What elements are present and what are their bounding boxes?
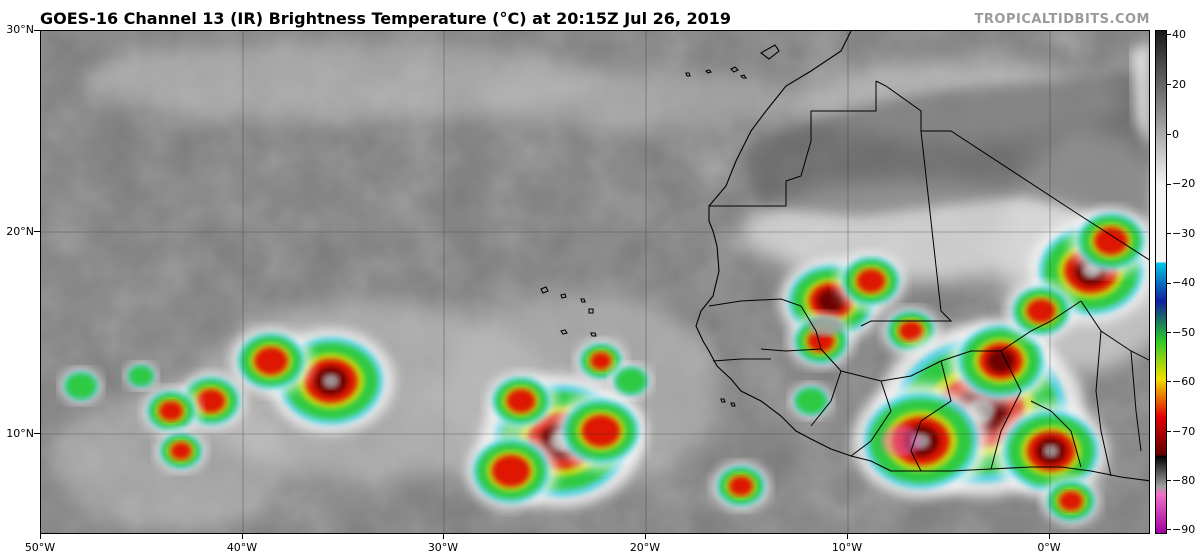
lat-label: 30°N bbox=[6, 23, 34, 36]
convective-clusters bbox=[60, 207, 1149, 525]
colorbar-tick bbox=[1167, 480, 1171, 481]
lon-label: 50°W bbox=[24, 541, 56, 554]
colorbar-label: −20 bbox=[1172, 177, 1196, 190]
colorbar-tick bbox=[1167, 34, 1171, 35]
lon-label: 0°W bbox=[1037, 541, 1061, 554]
temperature-colorbar bbox=[1155, 30, 1167, 534]
cloud-top bbox=[129, 366, 153, 386]
lon-tick bbox=[40, 534, 41, 539]
cloud-top bbox=[491, 455, 531, 487]
cloud-top bbox=[881, 425, 921, 457]
colorbar-tick bbox=[1167, 233, 1171, 234]
colorbar-tick bbox=[1167, 84, 1171, 85]
colorbar-tick bbox=[1167, 529, 1171, 530]
colorbar-tick bbox=[1167, 431, 1171, 432]
cloud-top bbox=[808, 316, 844, 336]
colorbar-label: −60 bbox=[1172, 375, 1196, 388]
lon-label: 20°W bbox=[629, 541, 661, 554]
map-title: GOES-16 Channel 13 (IR) Brightness Tempe… bbox=[40, 9, 732, 28]
hot-land-area bbox=[1131, 42, 1149, 147]
colorbar-tick bbox=[1167, 283, 1171, 284]
colorbar-tick bbox=[1167, 381, 1171, 382]
satellite-map bbox=[40, 30, 1150, 534]
colorbar-label: −40 bbox=[1172, 276, 1196, 289]
colorbar-label: 40 bbox=[1172, 28, 1186, 41]
cloud-top bbox=[159, 401, 183, 421]
cloud-top bbox=[196, 389, 226, 413]
hot-land-area bbox=[741, 71, 1149, 221]
colorbar-tick bbox=[1167, 332, 1171, 333]
cloud-top bbox=[322, 373, 340, 389]
lat-label: 20°N bbox=[6, 225, 34, 238]
country-borders bbox=[708, 80, 1149, 477]
lon-label: 40°W bbox=[226, 541, 258, 554]
colorbar-tick bbox=[1167, 134, 1171, 135]
colorbar-label: 20 bbox=[1172, 78, 1186, 91]
cloud-top bbox=[795, 388, 827, 414]
site-credit: TROPICALTIDBITS.COM bbox=[974, 12, 1150, 27]
cloud-top bbox=[1043, 444, 1059, 458]
colorbar-label: 0 bbox=[1172, 128, 1179, 141]
lon-tick bbox=[847, 534, 848, 539]
lon-label: 30°W bbox=[427, 541, 459, 554]
ir-imagery bbox=[41, 31, 1149, 533]
cloud-top bbox=[1026, 299, 1056, 323]
colorbar-label: −90 bbox=[1172, 523, 1196, 536]
lon-label: 10°W bbox=[831, 541, 863, 554]
cloud-top bbox=[615, 368, 647, 394]
colorbar-label: −70 bbox=[1172, 425, 1196, 438]
lat-label: 10°N bbox=[6, 427, 34, 440]
cloud-top bbox=[1094, 227, 1128, 255]
cloud-top bbox=[254, 347, 288, 375]
cloud-top bbox=[170, 442, 192, 460]
lat-tick bbox=[34, 231, 40, 232]
coastlines bbox=[540, 31, 1149, 482]
cloud-top bbox=[856, 269, 886, 293]
colorbar-label: −50 bbox=[1172, 326, 1196, 339]
lat-tick bbox=[34, 433, 40, 434]
cloud-top bbox=[987, 349, 1015, 373]
cloud-top bbox=[581, 415, 621, 447]
cloud-top bbox=[1059, 491, 1083, 511]
cloud-top bbox=[899, 321, 923, 341]
lon-tick bbox=[242, 534, 243, 539]
lat-tick bbox=[34, 30, 40, 31]
graticule bbox=[41, 31, 1149, 533]
colorbar-tick bbox=[1167, 184, 1171, 185]
lon-tick bbox=[1049, 534, 1050, 539]
cloud-top bbox=[729, 476, 753, 496]
cloud-top bbox=[65, 373, 97, 399]
colorbar-label: −80 bbox=[1172, 474, 1196, 487]
lon-tick bbox=[443, 534, 444, 539]
cloud-top bbox=[506, 389, 536, 413]
cloud-top bbox=[590, 352, 612, 370]
colorbar-label: −30 bbox=[1172, 227, 1196, 240]
lon-tick bbox=[645, 534, 646, 539]
cloud-top bbox=[817, 289, 845, 313]
